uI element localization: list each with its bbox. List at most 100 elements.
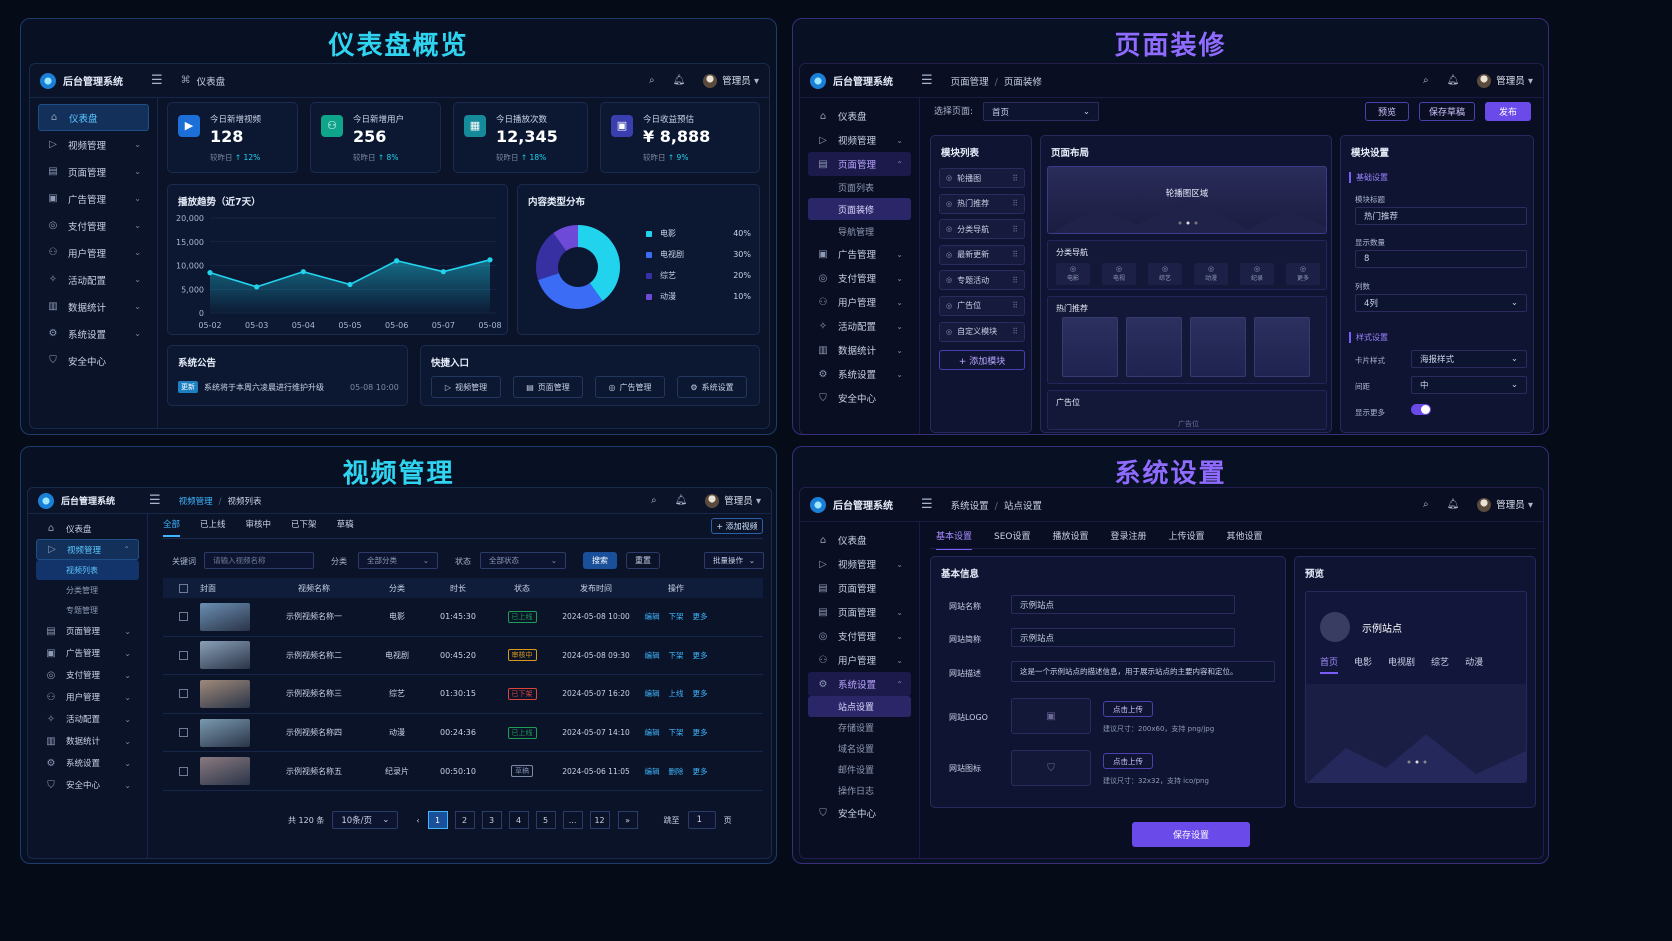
sidebar-item-pay[interactable]: ◎ 支付管理 ⌄ bbox=[808, 624, 911, 648]
sidebar-item-stats[interactable]: ▥ 数据统计 ⌄ bbox=[38, 293, 149, 320]
edit-link[interactable]: 编辑 bbox=[644, 689, 660, 699]
logo-upload-box[interactable]: ▣ bbox=[1011, 698, 1091, 734]
sidebar-item-pay[interactable]: ◎ 支付管理 ⌄ bbox=[36, 664, 139, 686]
tab-5[interactable]: 其他设置 bbox=[1226, 532, 1263, 542]
sub-page-list[interactable]: 页面列表 bbox=[838, 183, 875, 194]
preview-tab[interactable]: 电视剧 bbox=[1388, 658, 1416, 668]
menu-icon[interactable]: ☰ bbox=[921, 497, 933, 512]
row-checkbox[interactable] bbox=[179, 689, 188, 699]
row-checkbox[interactable] bbox=[179, 650, 188, 660]
page-button[interactable]: 12 bbox=[589, 811, 610, 829]
preview-button[interactable]: 预览 bbox=[1365, 102, 1409, 121]
row-checkbox[interactable] bbox=[179, 766, 188, 776]
drag-handle-icon[interactable]: ⠿ bbox=[1012, 173, 1018, 183]
goto-page-input[interactable]: 1 bbox=[687, 811, 716, 829]
sub-topic[interactable]: 专题管理 bbox=[66, 605, 98, 615]
row-checkbox[interactable] bbox=[179, 612, 188, 622]
row-checkbox[interactable] bbox=[179, 728, 188, 738]
sidebar-item-users[interactable]: ⚇ 用户管理 ⌄ bbox=[36, 686, 139, 708]
sidebar-item-pay[interactable]: ◎ 支付管理 ⌄ bbox=[808, 266, 911, 290]
bell-icon[interactable]: 🔔︎ bbox=[1446, 499, 1460, 510]
module-item[interactable]: ◎ 最新更新 ⠿ bbox=[939, 244, 1025, 265]
drag-handle-icon[interactable]: ⠿ bbox=[1012, 199, 1018, 209]
sidebar-item-users[interactable]: ⚇ 用户管理 ⌄ bbox=[808, 648, 911, 672]
tab-2[interactable]: 播放设置 bbox=[1052, 532, 1089, 542]
bell-icon[interactable]: 🔔︎ bbox=[1446, 75, 1460, 86]
toggle-link[interactable]: 下架 bbox=[668, 728, 684, 738]
more-link[interactable]: 更多 bbox=[692, 650, 708, 660]
sidebar-item-video[interactable]: ▷ 视频管理 ⌄ bbox=[808, 552, 911, 576]
menu-icon[interactable]: ☰ bbox=[151, 73, 163, 88]
drag-handle-icon[interactable]: ⠿ bbox=[1012, 275, 1018, 285]
sidebar-item-users[interactable]: ⚇ 用户管理 ⌄ bbox=[808, 290, 911, 314]
video-thumbnail[interactable] bbox=[200, 757, 250, 786]
sub-logs[interactable]: 操作日志 bbox=[838, 787, 875, 797]
carousel-block[interactable]: 轮播图区域 bbox=[1047, 166, 1327, 234]
sub-domain[interactable]: 域名设置 bbox=[838, 745, 875, 755]
user-menu[interactable]: 管理员 ▾ bbox=[1477, 73, 1533, 88]
more-link[interactable]: 更多 bbox=[692, 612, 708, 622]
quick-ad-button[interactable]: ◎ 广告管理 bbox=[595, 376, 665, 398]
logo-upload-button[interactable]: 点击上传 bbox=[1103, 701, 1153, 717]
sidebar-item-dashboard[interactable]: ⌂ 仪表盘 bbox=[38, 104, 149, 131]
drag-handle-icon[interactable]: ⠿ bbox=[1012, 301, 1018, 311]
user-menu[interactable]: 管理员 ▾ bbox=[1477, 497, 1533, 512]
keyword-input[interactable]: 请输入视频名称 bbox=[204, 552, 314, 569]
page-button[interactable]: 3 bbox=[481, 811, 502, 829]
sidebar-item-pages[interactable]: ▤ 页面管理 bbox=[808, 576, 911, 600]
add-module-button[interactable]: + 添加模块 bbox=[939, 350, 1025, 370]
search-button[interactable]: 搜索 bbox=[583, 552, 617, 569]
drag-handle-icon[interactable]: ⠿ bbox=[1012, 327, 1018, 337]
tab-3[interactable]: 已下架 bbox=[291, 520, 317, 530]
drag-handle-icon[interactable]: ⠿ bbox=[1012, 224, 1018, 234]
module-item[interactable]: ◎ 轮播图 ⠿ bbox=[939, 168, 1025, 188]
status-select[interactable]: 全部状态 ⌄ bbox=[480, 552, 566, 569]
sidebar-item-stats[interactable]: ▥ 数据统计 ⌄ bbox=[808, 338, 911, 362]
more-link[interactable]: 更多 bbox=[692, 689, 708, 699]
edit-link[interactable]: 编辑 bbox=[644, 612, 660, 622]
sidebar-item-security[interactable]: ⛉ 安全中心 bbox=[38, 347, 149, 374]
sub-video-list[interactable]: 视频列表 bbox=[36, 560, 139, 580]
quick-settings-button[interactable]: ⚙ 系统设置 bbox=[677, 376, 747, 398]
icon-upload-box[interactable]: ⛉ bbox=[1011, 750, 1091, 786]
toggle-link[interactable]: 删除 bbox=[668, 766, 684, 776]
preview-tab[interactable]: 动漫 bbox=[1465, 658, 1484, 668]
show-more-toggle[interactable] bbox=[1411, 404, 1431, 415]
reset-button[interactable]: 重置 bbox=[626, 552, 660, 569]
sub-page-decor[interactable]: 页面装修 bbox=[808, 198, 911, 220]
sidebar-item-security[interactable]: ⛉ 安全中心 bbox=[808, 801, 911, 825]
preview-tab[interactable]: 电影 bbox=[1354, 658, 1373, 668]
category-item[interactable]: ◎ 纪录 bbox=[1240, 263, 1274, 285]
publish-button[interactable]: 发布 bbox=[1485, 102, 1531, 121]
module-item[interactable]: ◎ 广告位 ⠿ bbox=[939, 295, 1025, 316]
save-draft-button[interactable]: 保存草稿 bbox=[1419, 102, 1475, 121]
toggle-link[interactable]: 上线 bbox=[668, 689, 684, 699]
edit-link[interactable]: 编辑 bbox=[644, 650, 660, 660]
hot-thumb[interactable] bbox=[1190, 317, 1246, 377]
sidebar-item-dashboard[interactable]: ⌂ 仪表盘 bbox=[36, 518, 139, 539]
sidebar-item-video[interactable]: ▷ 视频管理 ⌄ bbox=[808, 128, 911, 152]
module-item[interactable]: ◎ 热门推荐 ⠿ bbox=[939, 193, 1025, 214]
quick-page-button[interactable]: ▤ 页面管理 bbox=[513, 376, 583, 398]
sub-storage[interactable]: 存储设置 bbox=[838, 724, 875, 734]
edit-link[interactable]: 编辑 bbox=[644, 728, 660, 738]
batch-select[interactable]: 批量操作 ⌄ bbox=[704, 552, 764, 569]
drag-handle-icon[interactable]: ⠿ bbox=[1012, 250, 1018, 260]
sidebar-item-pages[interactable]: ▤ 页面管理 ⌃ bbox=[808, 152, 911, 176]
hot-thumb[interactable] bbox=[1126, 317, 1182, 377]
page-button[interactable]: 2 bbox=[454, 811, 475, 829]
sidebar-item-activity[interactable]: ✧ 活动配置 ⌄ bbox=[808, 314, 911, 338]
menu-icon[interactable]: ☰ bbox=[921, 73, 933, 88]
category-item[interactable]: ◎ 电视 bbox=[1102, 263, 1136, 285]
sidebar-item-security[interactable]: ⛉ 安全中心 ⌄ bbox=[36, 774, 139, 796]
card-style-select[interactable]: 海报样式 ⌄ bbox=[1411, 350, 1527, 368]
site-desc-input[interactable]: 这是一个示例站点的描述信息，用于展示站点的主要内容和定位。 bbox=[1011, 661, 1275, 682]
video-thumbnail[interactable] bbox=[200, 718, 250, 747]
sidebar-item-users[interactable]: ⚇ 用户管理 ⌄ bbox=[38, 239, 149, 266]
sidebar-item-pages[interactable]: ▤ 页面管理 ⌄ bbox=[36, 620, 139, 642]
hot-thumb[interactable] bbox=[1254, 317, 1310, 377]
edit-link[interactable]: 编辑 bbox=[644, 766, 660, 776]
page-button[interactable]: ... bbox=[562, 811, 583, 829]
tab-4[interactable]: 上传设置 bbox=[1168, 532, 1205, 542]
sidebar-item-dashboard[interactable]: ⌂ 仪表盘 bbox=[808, 528, 911, 552]
